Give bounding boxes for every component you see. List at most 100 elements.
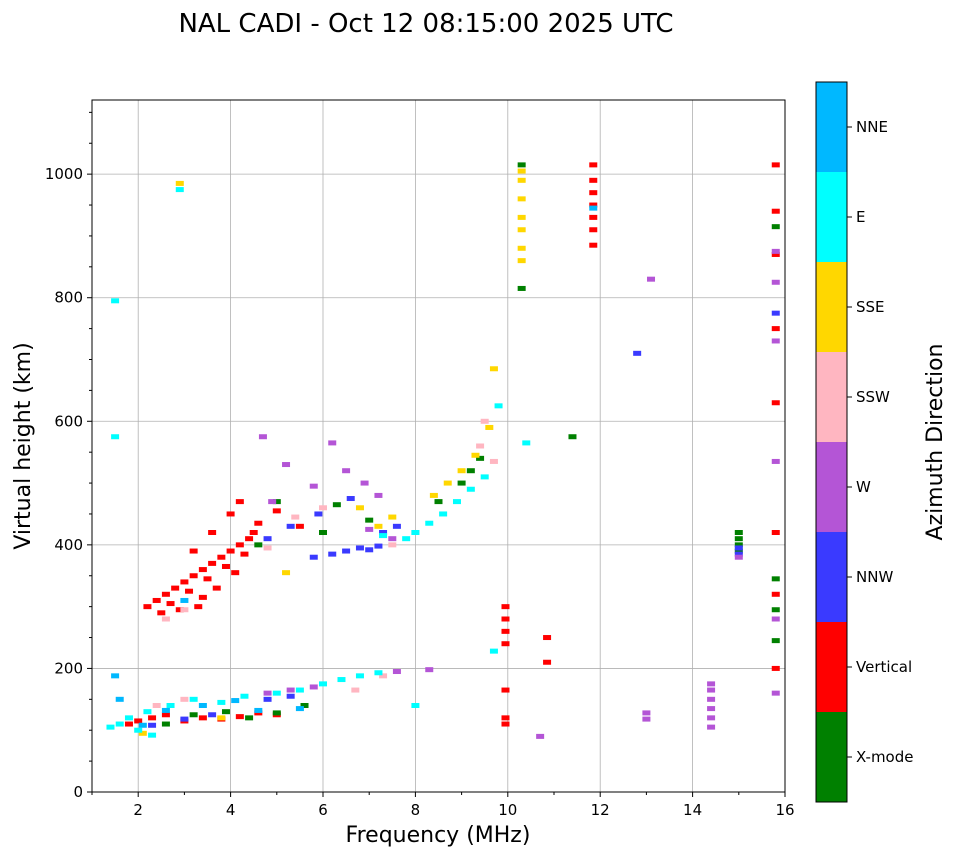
data-point-w [707, 681, 716, 687]
data-point-w [642, 716, 651, 722]
data-point-vertical [771, 591, 780, 597]
data-point-vertical [203, 576, 212, 582]
data-point-vertical [771, 251, 780, 257]
chart-title: NAL CADI - Oct 12 08:15:00 2025 UTC [178, 9, 673, 39]
data-point-nne [295, 706, 304, 712]
data-point-vertical [226, 548, 235, 554]
data-point-ssw [291, 514, 300, 520]
data-point-w [707, 724, 716, 730]
data-point-e [106, 724, 115, 730]
data-point-x-mode [734, 542, 743, 548]
data-point-vertical [124, 721, 133, 727]
data-point-vertical [501, 616, 510, 622]
data-point-vertical [501, 721, 510, 727]
data-point-ssw [319, 505, 327, 511]
data-point-e [355, 673, 364, 679]
data-point-nnw [263, 536, 272, 542]
data-point-vertical [272, 508, 281, 514]
colorbar-tick-label: W [856, 478, 871, 496]
data-point-vertical [217, 554, 226, 560]
data-point-vertical [231, 570, 240, 576]
data-point-sse [517, 258, 526, 264]
colorbar-segment [816, 172, 847, 262]
data-point-w [286, 687, 295, 693]
data-point-vertical [134, 718, 143, 724]
data-point-x-mode [517, 285, 526, 291]
data-point-nnw [771, 310, 780, 316]
data-point-sse [282, 570, 291, 576]
data-point-vertical [235, 499, 244, 505]
data-point-vertical [771, 665, 780, 671]
data-point-x-mode [457, 480, 466, 486]
x-tick-label: 2 [133, 801, 143, 819]
data-point-nnw [365, 547, 374, 553]
data-point-sse [429, 492, 438, 498]
data-point-vertical [501, 641, 510, 647]
data-point-sse [374, 523, 383, 529]
colorbar-tick-label: NNW [856, 568, 893, 586]
data-point-vertical [589, 214, 598, 220]
data-point-x-mode [466, 468, 475, 474]
y-tick-label: 0 [73, 783, 83, 801]
data-point-nnw [328, 551, 337, 557]
data-point-sse [443, 480, 452, 486]
data-point-x-mode [332, 502, 341, 508]
data-point-vertical [180, 579, 189, 585]
data-point-w [771, 616, 780, 622]
data-point-e [115, 721, 124, 727]
data-point-vertical [501, 604, 510, 610]
data-point-e [272, 690, 281, 696]
data-point-sse [485, 424, 494, 430]
data-point-sse [138, 730, 147, 736]
data-point-ssw [180, 696, 189, 702]
data-point-w [771, 338, 780, 344]
data-point-x-mode [300, 703, 309, 708]
data-point-ssw [263, 545, 272, 551]
data-point-nne [589, 205, 598, 211]
data-point-w [328, 440, 337, 446]
data-point-vertical [589, 227, 598, 233]
data-point-e [425, 520, 434, 526]
y-tick-label: 200 [54, 659, 83, 677]
data-point-ssw [180, 607, 189, 613]
data-point-e [111, 434, 120, 440]
y-tick-label: 800 [54, 289, 83, 307]
data-point-x-mode [161, 721, 170, 727]
data-point-ssw [161, 616, 170, 622]
data-point-e [480, 474, 489, 480]
data-point-vertical [208, 560, 217, 566]
data-point-nne [198, 703, 207, 708]
plot-frame [91, 99, 786, 793]
data-point-vertical [226, 511, 235, 517]
x-tick-label: 10 [498, 801, 517, 819]
colorbar-segment [816, 352, 847, 442]
colorbar-tick-label: SSW [856, 388, 890, 406]
data-point-x-mode [221, 709, 230, 715]
data-point-e [374, 670, 383, 676]
x-tick-label: 14 [683, 801, 702, 819]
data-point-w [258, 434, 267, 440]
data-point-w [268, 499, 277, 505]
data-point-x-mode [476, 455, 485, 461]
data-point-ssw [388, 542, 397, 548]
data-point-vertical [295, 523, 304, 529]
data-point-vertical [175, 607, 184, 613]
data-point-vertical [171, 585, 180, 591]
colorbar-label: Azimuth Direction [923, 343, 948, 540]
data-point-w [707, 687, 716, 693]
data-point-vertical [589, 162, 598, 168]
data-point-ssw [152, 703, 161, 708]
data-point-w [263, 690, 272, 696]
data-point-e [295, 687, 304, 693]
colorbar-segment [816, 442, 847, 532]
y-tick-label: 600 [54, 412, 83, 430]
colorbar-tick-label: E [856, 208, 865, 226]
data-point-e [240, 693, 249, 699]
data-point-vertical [501, 715, 510, 721]
data-point-nne [254, 707, 263, 713]
x-tick-label: 16 [775, 801, 794, 819]
colorbar-segment [816, 82, 847, 172]
data-point-sse [471, 452, 480, 458]
data-point-nnw [148, 722, 157, 728]
